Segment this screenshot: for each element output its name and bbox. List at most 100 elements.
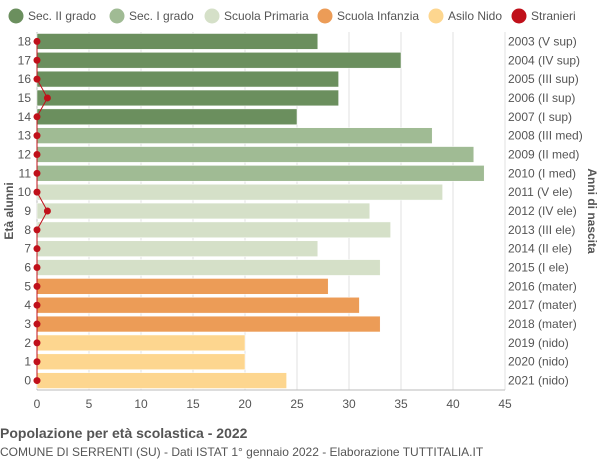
birth-year-label: 2006 (II sup) [508, 91, 575, 105]
bar [36, 165, 485, 182]
stranieri-point [33, 245, 41, 253]
y-axis-title-left: Età alunni [2, 182, 16, 239]
stranieri-point [33, 132, 41, 140]
legend-label: Scuola Primaria [224, 9, 309, 23]
bar [36, 259, 381, 276]
legend-marker [317, 8, 333, 24]
birth-year-label: 2021 (nido) [508, 374, 569, 388]
stranieri-point [33, 320, 41, 328]
y-tick-label: 12 [18, 147, 32, 161]
legend-marker [428, 8, 444, 24]
legend-marker [109, 8, 125, 24]
birth-year-label: 2004 (IV sup) [508, 53, 580, 67]
birth-year-label: 2013 (III ele) [508, 223, 575, 237]
stranieri-point [33, 282, 41, 290]
birth-year-label: 2014 (II ele) [508, 242, 572, 256]
x-tick-label: 25 [290, 397, 304, 411]
birth-year-label: 2019 (nido) [508, 336, 569, 350]
birth-year-label: 2008 (III med) [508, 129, 583, 143]
birth-year-label: 2011 (V ele) [508, 185, 572, 199]
stranieri-point [33, 56, 41, 64]
y-tick-label: 9 [24, 204, 31, 218]
stranieri-point [33, 264, 41, 272]
y-tick-label: 6 [24, 261, 31, 275]
bar [36, 240, 319, 257]
x-tick-label: 45 [498, 397, 512, 411]
bar [36, 89, 339, 107]
y-tick-label: 13 [18, 129, 32, 143]
stranieri-point [33, 226, 41, 234]
bar [36, 278, 329, 295]
x-tick-label: 30 [342, 397, 356, 411]
x-tick-label: 15 [186, 397, 200, 411]
y-tick-label: 7 [24, 242, 31, 256]
birth-year-label: 2017 (mater) [508, 298, 577, 312]
legend-label: Scuola Infanzia [337, 9, 419, 23]
bar [36, 315, 381, 333]
legend-marker [8, 8, 24, 24]
x-tick-label: 10 [134, 397, 148, 411]
stranieri-point [33, 37, 41, 45]
legend-label: Stranieri [531, 9, 576, 23]
chart-subtitle: COMUNE DI SERRENTI (SU) - Dati ISTAT 1° … [0, 445, 484, 459]
birth-year-label: 2010 (I med) [508, 166, 576, 180]
legend-label: Sec. I grado [129, 9, 194, 23]
stranieri-point [43, 207, 51, 215]
stranieri-point [33, 169, 41, 177]
birth-year-label: 2018 (mater) [508, 317, 577, 331]
y-tick-label: 2 [24, 336, 31, 350]
bar [36, 33, 319, 50]
y-tick-label: 11 [19, 166, 32, 180]
bar [36, 372, 287, 389]
legend-marker [204, 8, 220, 24]
stranieri-point [33, 377, 41, 385]
stranieri-point [33, 113, 41, 121]
birth-year-label: 2016 (mater) [508, 279, 577, 293]
bar [36, 146, 475, 163]
legend-label: Asilo Nido [448, 9, 502, 23]
bar [36, 70, 339, 88]
birth-year-label: 2012 (IV ele) [508, 204, 577, 218]
bar [36, 353, 246, 370]
bar [36, 183, 443, 201]
bar [36, 52, 402, 69]
y-tick-label: 1 [24, 355, 31, 369]
y-tick-label: 4 [24, 298, 31, 312]
y-tick-label: 3 [24, 317, 31, 331]
stranieri-point [33, 188, 41, 196]
y-tick-label: 15 [18, 91, 32, 105]
y-tick-label: 18 [18, 34, 32, 48]
legend-label: Sec. II grado [28, 9, 96, 23]
y-tick-label: 8 [24, 223, 31, 237]
y-tick-label: 17 [18, 53, 32, 67]
y-tick-label: 16 [18, 72, 32, 86]
stranieri-point [33, 301, 41, 309]
y-tick-label: 10 [18, 185, 32, 199]
birth-year-label: 2020 (nido) [508, 355, 569, 369]
bar [36, 221, 391, 239]
x-tick-label: 35 [394, 397, 408, 411]
stranieri-point [33, 339, 41, 347]
bar [36, 202, 371, 220]
x-tick-label: 40 [446, 397, 460, 411]
x-tick-label: 20 [238, 397, 252, 411]
legend-marker [511, 8, 527, 24]
y-tick-label: 5 [24, 279, 31, 293]
bar [36, 334, 246, 352]
y-axis-title-right: Anni di nascita [585, 168, 599, 254]
stranieri-point [33, 150, 41, 158]
birth-year-label: 2005 (III sup) [508, 72, 579, 86]
birth-year-label: 2003 (V sup) [508, 34, 577, 48]
birth-year-label: 2009 (II med) [508, 147, 579, 161]
bar [36, 127, 433, 144]
bar [36, 297, 360, 314]
stranieri-point [43, 94, 51, 102]
y-tick-label: 0 [24, 374, 31, 388]
x-tick-label: 5 [86, 397, 93, 411]
stranieri-point [33, 75, 41, 83]
stranieri-point [33, 358, 41, 366]
x-tick-label: 0 [34, 397, 41, 411]
birth-year-label: 2007 (I sup) [508, 110, 572, 124]
y-tick-label: 14 [18, 110, 32, 124]
